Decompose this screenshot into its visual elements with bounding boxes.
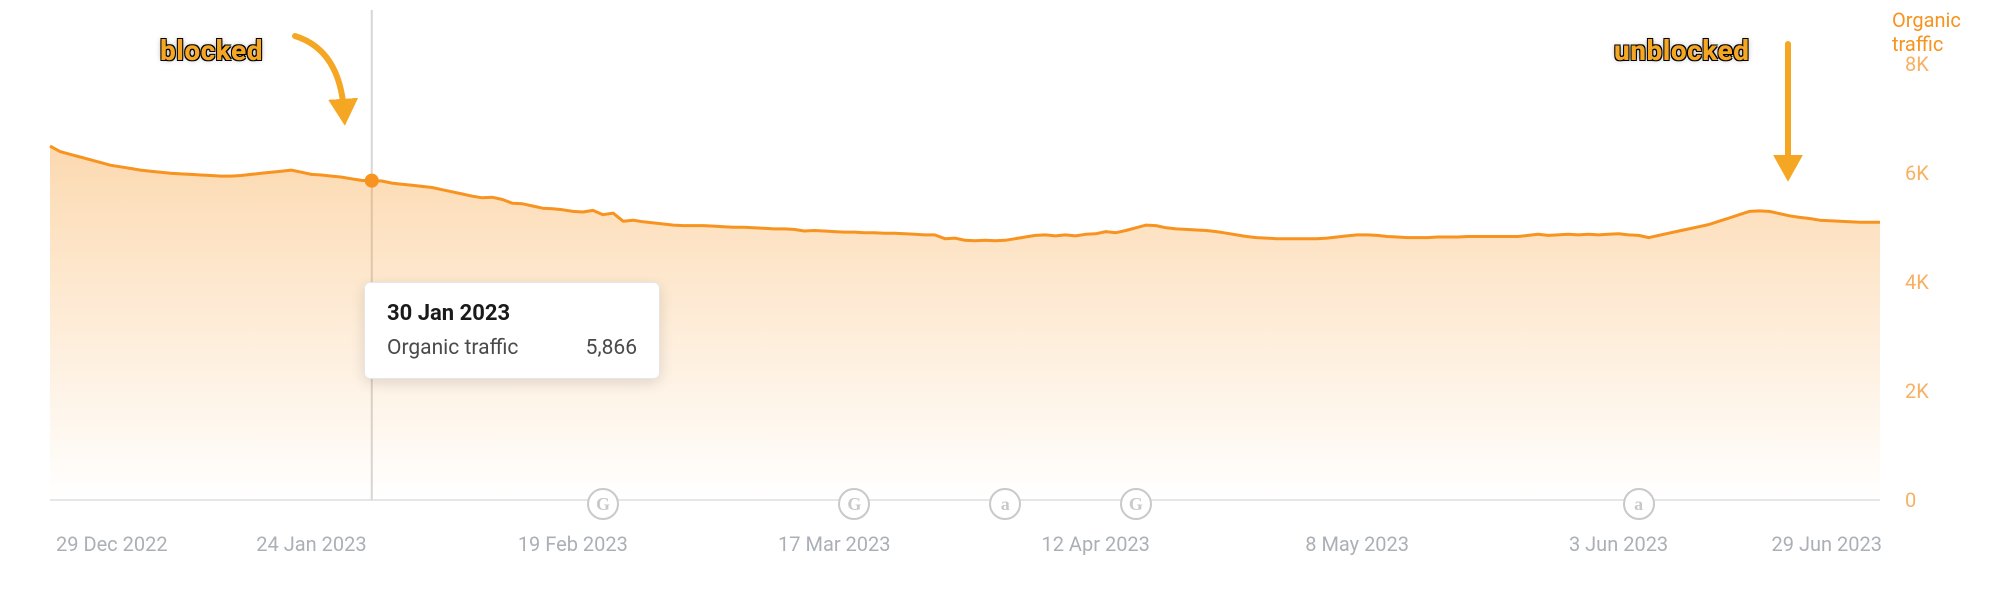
x-tick-label: 29 Jun 2023: [1772, 532, 1882, 556]
area-fill: [50, 146, 1880, 500]
y-tick-label: 6K: [1905, 161, 1929, 185]
google-update-icon: G: [838, 488, 870, 520]
tooltip-metric-value: 5,866: [586, 336, 637, 360]
hover-tooltip: 30 Jan 2023 Organic traffic 5,866: [364, 282, 660, 379]
x-tick-label: 29 Dec 2022: [56, 532, 168, 556]
x-tick-label: 8 May 2023: [1305, 532, 1409, 556]
ahrefs-update-icon: a: [1623, 488, 1655, 520]
y-tick-label: 8K: [1905, 52, 1929, 76]
google-update-icon: G: [1120, 488, 1152, 520]
x-tick-label: 19 Feb 2023: [518, 532, 628, 556]
tooltip-date: 30 Jan 2023: [387, 301, 637, 326]
hover-marker-dot: [365, 174, 379, 188]
x-tick-label: 24 Jan 2023: [256, 532, 366, 556]
y-tick-label: 0: [1905, 488, 1916, 512]
x-tick-label: 12 Apr 2023: [1041, 532, 1149, 556]
google-update-icon: G: [587, 488, 619, 520]
y-tick-label: 2K: [1905, 379, 1929, 403]
unblocked-annotation-label: unblocked: [1614, 34, 1749, 67]
ahrefs-update-icon: a: [989, 488, 1021, 520]
blocked-annotation-label: blocked: [160, 34, 263, 67]
traffic-area-chart: Organic traffic 0 2K 4K 6K 8K 29 Dec 2022 24 …: [0, 0, 1998, 598]
y-tick-label: 4K: [1905, 270, 1929, 294]
x-tick-label: 3 Jun 2023: [1569, 532, 1668, 556]
blocked-arrow-icon: [295, 36, 344, 112]
x-tick-label: 17 Mar 2023: [778, 532, 890, 556]
tooltip-metric-label: Organic traffic: [387, 336, 518, 360]
